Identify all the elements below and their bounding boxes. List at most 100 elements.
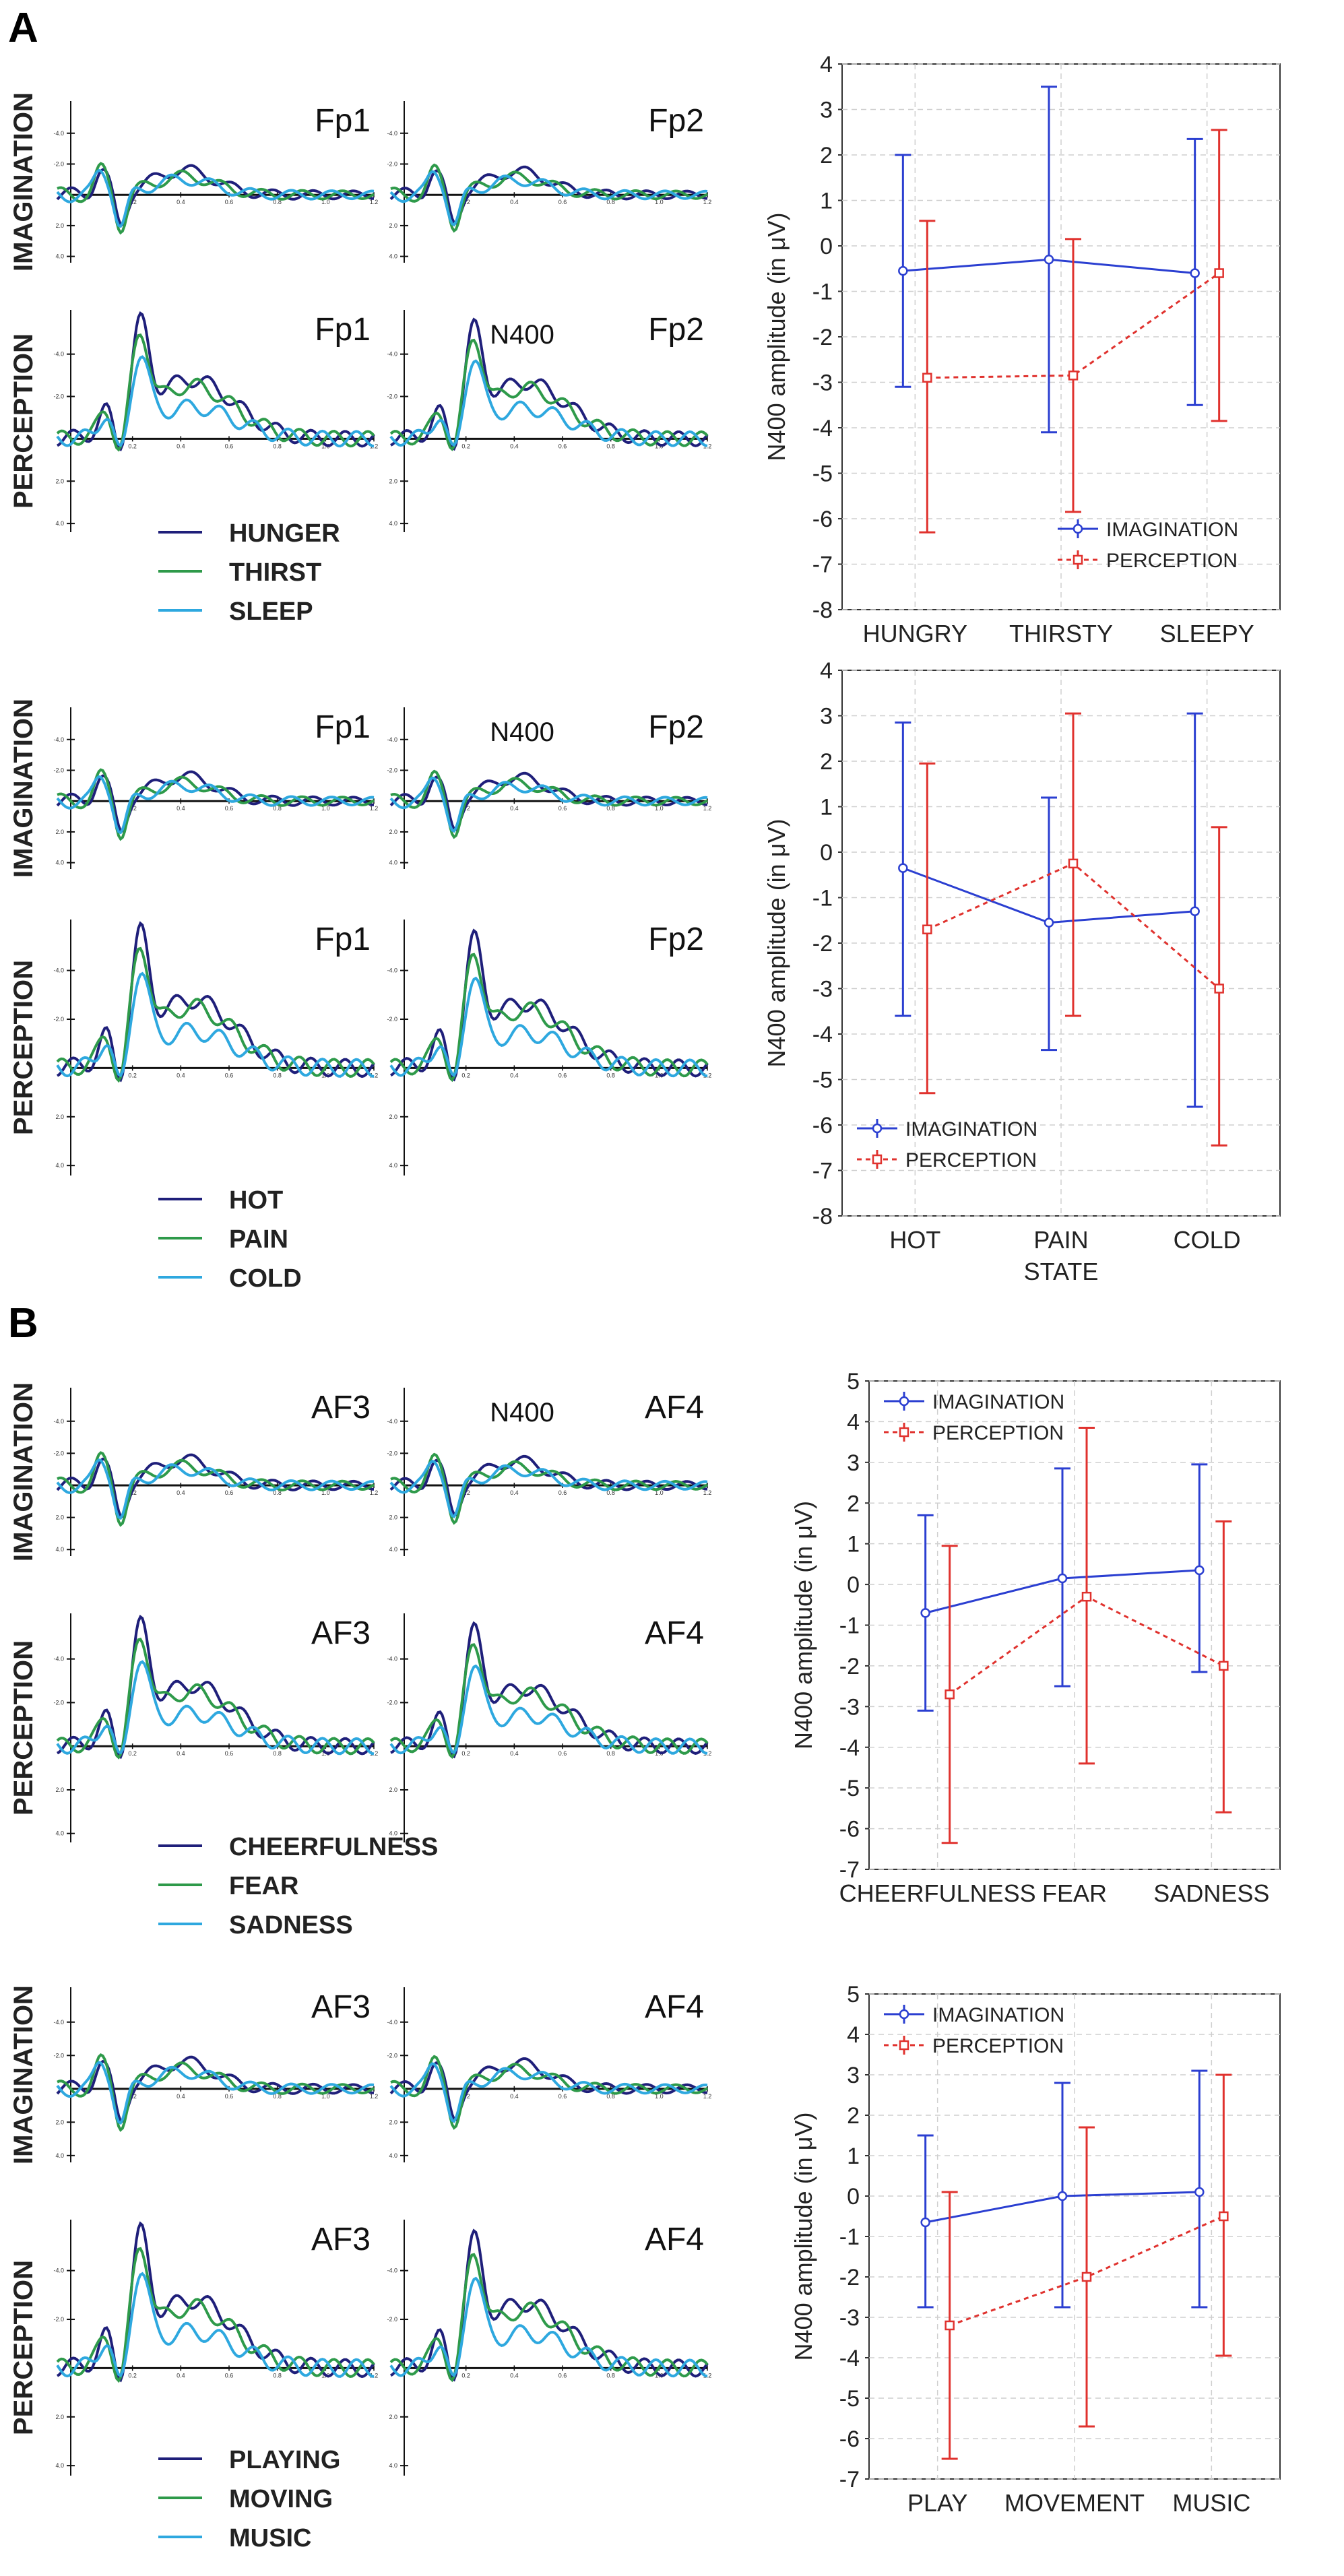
erp-y-tick-label: -2.0 (387, 160, 397, 167)
erp-trace-playing (56, 2221, 375, 2383)
y-tick-label: -4 (839, 1735, 860, 1761)
y-tick-label: 4 (847, 1409, 860, 1435)
y-tick-label: 2 (847, 2103, 860, 2129)
electrode-label: AF3 (311, 1615, 371, 1651)
erp-y-tick-label: -4.0 (53, 1656, 64, 1663)
y-tick-label: -4 (839, 2346, 860, 2371)
erp-trace-pain (390, 769, 708, 839)
erp-y-tick-label: 4.0 (389, 2462, 397, 2469)
y-axis-label: N400 amplitude (in μV) (763, 213, 790, 461)
erp-y-tick-label: 4.0 (389, 520, 397, 527)
y-axis-label: N400 amplitude (in μV) (790, 2113, 817, 2361)
erp-x-tick-label: 0.2 (128, 1072, 137, 1078)
erp-y-tick-label: -4.0 (387, 2267, 397, 2274)
erp-x-tick-label: 0.4 (510, 443, 519, 449)
erp-y-tick-label: 2.0 (389, 1514, 397, 1521)
erp-x-tick-label: 0.8 (273, 2372, 282, 2379)
electrode-label: Fp1 (315, 312, 371, 348)
erp-x-tick-label: 0.4 (177, 443, 185, 449)
y-tick-label: -1 (812, 280, 833, 305)
erp-trace-sleep (389, 170, 708, 227)
legend-marker (899, 2040, 909, 2051)
y-tick-label: -2 (839, 1654, 860, 1679)
electrode-label: AF3 (311, 1390, 371, 1425)
erp-x-tick-label: 0.8 (606, 1489, 615, 1496)
erp-y-tick-label: 4.0 (389, 1546, 397, 1553)
x-tick-label: CHEERFULNESS (839, 1879, 1036, 1907)
legend-marker (899, 1396, 909, 1407)
erp-trace-pain (56, 946, 375, 1083)
legend-label: PERCEPTION (932, 2035, 1064, 2057)
erp-x-tick-label: 1.2 (370, 1489, 379, 1496)
y-axis-label: N400 amplitude (in μV) (790, 1501, 817, 1749)
legend-marker (872, 1123, 883, 1134)
erp-plot: -4.0 -2.0 2.0 4.0 0.2 0.4 0.6 0.8 1.0 1.2 Fp2 N400 (387, 310, 711, 532)
y-tick-label: 3 (820, 704, 833, 730)
condition-label: IMAGINATION (9, 1382, 38, 1561)
erp-trace-sleep (389, 359, 708, 447)
erp-y-tick-label: 4.0 (55, 520, 64, 527)
n400-annotation: N400 (490, 320, 554, 350)
erp-y-tick-label: -2.0 (387, 2316, 397, 2323)
y-tick-label: -7 (839, 2467, 860, 2492)
electrode-label: Fp1 (315, 922, 371, 957)
erp-x-tick-label: 0.4 (177, 199, 185, 205)
y-tick-label: -3 (812, 371, 833, 396)
erp-x-tick-label: 0.4 (177, 1750, 185, 1757)
erp-x-tick-label: 0.4 (510, 1750, 519, 1757)
y-tick-label: -4 (812, 1022, 833, 1048)
legend-label: HOT (229, 1186, 283, 1215)
erp-y-tick-label: 2.0 (55, 2414, 64, 2420)
y-axis-label: N400 amplitude (in μV) (763, 819, 790, 1068)
erp-x-tick-label: 0.8 (273, 1750, 282, 1757)
x-axis-label: STATE (1024, 1258, 1099, 1285)
erp-x-tick-label: 0.4 (510, 1489, 519, 1496)
y-tick-label: -3 (839, 1694, 860, 1720)
erp-x-tick-label: 0.8 (273, 1489, 282, 1496)
erp-y-tick-label: -2.0 (387, 2052, 397, 2059)
y-tick-label: 4 (847, 2022, 860, 2048)
erp-x-tick-label: 0.4 (510, 2372, 519, 2379)
erp-trace-sleep (56, 168, 375, 228)
erp-y-tick-label: 4.0 (55, 1546, 64, 1553)
erp-x-tick-label: 1.0 (655, 199, 664, 205)
erp-x-tick-label: 1.2 (370, 805, 379, 812)
erp-trace-cold (389, 776, 708, 833)
erp-trace-music (56, 2272, 375, 2378)
legend-label: MOVING (229, 2485, 333, 2513)
data-point-perception (1219, 2211, 1229, 2222)
data-point-perception (945, 2320, 955, 2331)
erp-x-tick-label: 1.2 (703, 199, 712, 205)
erp-x-tick-label: 0.6 (225, 199, 234, 205)
y-tick-label: -1 (812, 886, 833, 911)
y-tick-label: 2 (820, 749, 833, 775)
data-point-perception (1214, 984, 1224, 994)
erp-x-tick-label: 1.0 (321, 2093, 330, 2100)
condition-label: PERCEPTION (9, 333, 38, 509)
erp-trace-moving (57, 2053, 375, 2132)
y-tick-label: 3 (847, 1450, 860, 1476)
condition-label: IMAGINATION (9, 1985, 38, 2164)
data-point-imagination (1194, 1565, 1205, 1576)
erp-trace-sadness (389, 1664, 708, 1755)
erp-x-tick-label: 0.4 (510, 2093, 519, 2100)
data-point-perception (1068, 858, 1079, 869)
erp-trace-moving (390, 2055, 709, 2130)
erp-trace-hunger (56, 311, 375, 452)
erp-y-tick-label: -2.0 (53, 393, 64, 400)
erp-x-tick-label: 0.6 (558, 1750, 567, 1757)
data-point-imagination (1190, 268, 1200, 278)
erp-y-tick-label: 4.0 (389, 2152, 397, 2159)
series-line-perception (927, 272, 1220, 379)
erp-y-tick-label: 2.0 (389, 222, 397, 229)
erp-y-tick-label: 4.0 (389, 1830, 397, 1837)
erp-y-tick-label: -4.0 (53, 1418, 64, 1425)
erp-y-tick-label: 4.0 (389, 1162, 397, 1169)
